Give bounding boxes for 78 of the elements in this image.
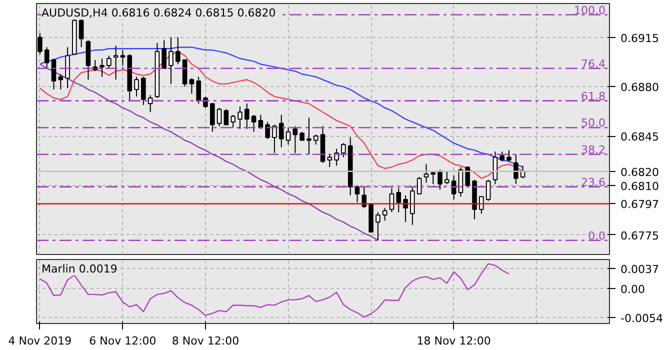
chart-title: Marlin 0.0019 <box>42 262 118 276</box>
candlestick <box>134 76 139 98</box>
annotation: 38.2 <box>581 143 606 156</box>
candlestick <box>216 107 222 127</box>
candlestick <box>224 108 229 126</box>
candlestick <box>238 106 242 130</box>
annotation: 23.6 <box>581 176 606 189</box>
candlestick <box>334 148 339 166</box>
y-tick-label: 0.6775 <box>620 229 659 242</box>
candlestick <box>141 76 146 106</box>
candlestick <box>196 76 201 104</box>
candlestick <box>58 74 64 90</box>
candlestick <box>210 103 215 132</box>
candlestick <box>327 154 332 168</box>
candlestick <box>492 151 498 184</box>
annotation: 0.0 <box>588 229 606 242</box>
candlestick <box>396 188 402 213</box>
candlestick <box>354 184 360 203</box>
candlestick <box>168 36 174 84</box>
candlestick <box>230 114 236 128</box>
candlestick <box>500 151 504 162</box>
candlestick <box>51 58 56 90</box>
annotation: 100.0 <box>574 4 606 17</box>
ref-line-label: 0.6820 <box>620 166 659 179</box>
annotation: 50.0 <box>581 116 606 130</box>
candlestick <box>341 142 346 158</box>
y-tick-label: -0.0054 <box>620 312 663 326</box>
candlestick <box>100 58 104 78</box>
y-tick-label: 0.00 <box>620 283 645 296</box>
candlestick <box>514 154 518 184</box>
y-tick-label: 0.6845 <box>620 130 659 144</box>
candlestick <box>313 134 318 146</box>
candlestick <box>286 127 291 146</box>
candlestick <box>106 55 112 69</box>
candlestick <box>176 36 180 65</box>
candlestick <box>362 186 367 208</box>
candlestick <box>189 78 194 94</box>
candlestick <box>506 150 512 162</box>
candlestick <box>416 176 422 194</box>
candlestick <box>44 46 50 69</box>
candlestick <box>410 186 415 226</box>
candlestick <box>430 170 436 184</box>
candlestick <box>306 117 312 155</box>
candlestick <box>479 196 484 214</box>
annotation: 61.8 <box>581 90 606 103</box>
candlestick <box>162 40 167 69</box>
candlestick <box>251 114 256 132</box>
candlestick <box>38 32 42 55</box>
candlestick <box>86 40 91 80</box>
y-tick-label: 0.6915 <box>620 32 659 45</box>
ref-line-label: 0.6797 <box>620 198 659 212</box>
chart-title: AUDUSD,H4 0.6816 0.6824 0.6815 0.6820 <box>42 6 276 20</box>
line-series <box>39 263 510 318</box>
candlestick <box>376 212 380 241</box>
candlestick <box>292 126 298 154</box>
candlestick <box>278 114 284 148</box>
candlestick <box>438 169 442 190</box>
candlestick <box>382 207 388 222</box>
annotation: 76.4 <box>581 57 606 70</box>
x-tick-label: 8 Nov 12:00 <box>172 334 240 348</box>
candlestick <box>148 94 153 113</box>
candlestick <box>265 121 270 140</box>
candlestick <box>120 50 126 66</box>
candlestick <box>92 59 98 72</box>
candlestick <box>78 17 84 48</box>
x-tick-label: 6 Nov 12:00 <box>89 334 156 348</box>
candlestick <box>244 103 250 130</box>
candlestick <box>424 164 429 184</box>
candlestick <box>65 46 70 89</box>
y-tick-label: 0.6810 <box>620 180 659 193</box>
candlestick <box>272 124 277 154</box>
x-tick-label: 4 Nov 2019 <box>8 334 72 348</box>
candlestick <box>444 170 450 184</box>
y-tick-label: 0.6880 <box>620 81 659 94</box>
candlestick <box>486 179 491 202</box>
y-tick-label: 0.0037 <box>620 263 659 276</box>
candlestick <box>113 45 118 80</box>
x-tick-label: 18 Nov 12:00 <box>416 334 491 348</box>
